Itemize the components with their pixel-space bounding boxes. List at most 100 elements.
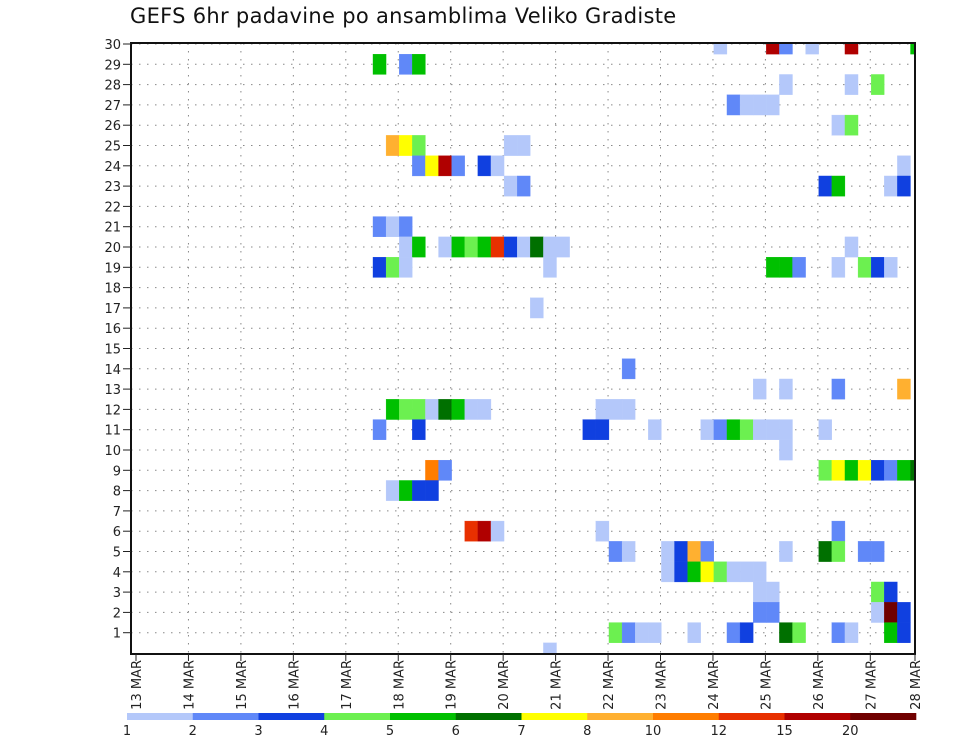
legend-swatch bbox=[718, 713, 785, 720]
y-axis: 1234567891011121314151617181920212223242… bbox=[104, 38, 131, 642]
legend-swatch bbox=[850, 713, 917, 720]
x-tick-label: 22 MAR bbox=[602, 660, 617, 710]
heatmap-cell bbox=[399, 216, 413, 238]
heatmap-cell bbox=[687, 622, 701, 643]
heatmap-cell bbox=[372, 256, 387, 278]
heatmap-cell bbox=[556, 236, 570, 258]
heatmap-cell bbox=[438, 155, 452, 177]
grid bbox=[131, 43, 915, 654]
heatmap-cell bbox=[648, 419, 662, 440]
heatmap-cell bbox=[897, 459, 911, 481]
heatmap-cell bbox=[871, 541, 885, 562]
y-tick-label: 5 bbox=[113, 546, 121, 561]
heatmap-cell bbox=[779, 74, 793, 95]
cells bbox=[372, 43, 915, 654]
x-tick-label: 24 MAR bbox=[707, 660, 722, 710]
heatmap-cell bbox=[753, 602, 767, 623]
heatmap-cell bbox=[477, 236, 492, 258]
heatmap-cell bbox=[779, 541, 793, 562]
heatmap-cell bbox=[425, 399, 439, 420]
legend-swatch bbox=[521, 713, 588, 720]
heatmap-cell bbox=[425, 155, 439, 177]
y-tick-label: 26 bbox=[104, 119, 121, 134]
heatmap-cell bbox=[385, 216, 400, 238]
heatmap-cell bbox=[779, 622, 793, 643]
heatmap-cell bbox=[884, 622, 898, 643]
legend-swatch bbox=[192, 713, 259, 720]
heatmap-cell bbox=[674, 541, 688, 562]
heatmap-cell bbox=[438, 399, 452, 420]
heatmap-cell bbox=[753, 378, 767, 400]
heatmap-cell bbox=[517, 135, 531, 156]
heatmap-cell bbox=[661, 541, 675, 562]
y-tick-label: 30 bbox=[104, 38, 121, 53]
y-tick-label: 14 bbox=[104, 363, 121, 378]
x-tick-label: 21 MAR bbox=[550, 660, 565, 710]
heatmap-cell bbox=[897, 155, 911, 177]
x-tick-label: 25 MAR bbox=[759, 660, 774, 710]
legend-label: 8 bbox=[583, 724, 591, 739]
heatmap-cell bbox=[608, 622, 623, 643]
heatmap-cell bbox=[372, 419, 387, 440]
heatmap-cell bbox=[818, 419, 832, 440]
heatmap-cell bbox=[635, 622, 649, 643]
heatmap-cell bbox=[464, 236, 479, 258]
heatmap-cell bbox=[621, 358, 636, 380]
legend-label: 5 bbox=[386, 724, 394, 739]
heatmap-cell bbox=[687, 561, 701, 583]
heatmap-cell bbox=[687, 541, 701, 562]
heatmap-cell bbox=[530, 236, 544, 258]
y-tick-label: 13 bbox=[104, 383, 121, 398]
x-tick-label: 27 MAR bbox=[864, 660, 879, 710]
heatmap-cell bbox=[517, 236, 531, 258]
heatmap-cell bbox=[884, 256, 898, 278]
heatmap-cell bbox=[792, 622, 806, 643]
heatmap-cell bbox=[871, 74, 885, 95]
heatmap-cell bbox=[438, 236, 452, 258]
heatmap-cell bbox=[621, 399, 636, 420]
x-tick-label: 18 MAR bbox=[392, 660, 407, 710]
heatmap-cell bbox=[844, 459, 859, 481]
heatmap-cell bbox=[871, 602, 885, 623]
heatmap-cell bbox=[766, 602, 780, 623]
legend-label: 12 bbox=[710, 724, 727, 739]
heatmap-cell bbox=[753, 581, 767, 603]
heatmap-cell bbox=[739, 622, 754, 643]
heatmap-cell bbox=[792, 256, 806, 278]
heatmap-cell bbox=[753, 561, 767, 583]
heatmap-cell bbox=[818, 459, 832, 481]
x-tick-label: 17 MAR bbox=[340, 660, 355, 710]
heatmap-cell bbox=[831, 541, 846, 562]
heatmap-cell bbox=[648, 622, 662, 643]
heatmap-cell bbox=[621, 541, 636, 562]
y-tick-label: 9 bbox=[113, 464, 121, 479]
heatmap-cell bbox=[726, 94, 741, 116]
heatmap-cell bbox=[412, 480, 426, 501]
heatmap-cell bbox=[713, 419, 728, 440]
heatmap-cell bbox=[412, 399, 426, 420]
heatmap-cell bbox=[857, 459, 872, 481]
legend-swatch bbox=[784, 713, 851, 720]
chart-title: GEFS 6hr padavine po ansamblima Veliko G… bbox=[130, 4, 677, 28]
heatmap-cell bbox=[412, 155, 426, 177]
heatmap-cell bbox=[857, 256, 872, 278]
heatmap-cell bbox=[700, 419, 714, 440]
heatmap-cell bbox=[818, 175, 832, 197]
heatmap-cell bbox=[595, 399, 610, 420]
x-tick-label: 20 MAR bbox=[497, 660, 512, 710]
heatmap-cell bbox=[766, 581, 780, 603]
x-tick-label: 26 MAR bbox=[812, 660, 827, 710]
y-tick-label: 11 bbox=[104, 424, 121, 439]
heatmap-cell bbox=[831, 256, 846, 278]
heatmap-cell bbox=[582, 419, 596, 440]
heatmap-cell bbox=[844, 74, 859, 95]
heatmap-cell bbox=[766, 256, 780, 278]
heatmap-cell bbox=[831, 622, 846, 643]
heatmap-cell bbox=[543, 236, 557, 258]
y-tick-label: 25 bbox=[104, 140, 121, 155]
heatmap-cell bbox=[779, 419, 793, 440]
heatmap-cell bbox=[844, 236, 859, 258]
heatmap-cell bbox=[766, 94, 780, 116]
heatmap-cell bbox=[661, 561, 675, 583]
heatmap-cell bbox=[595, 520, 610, 542]
